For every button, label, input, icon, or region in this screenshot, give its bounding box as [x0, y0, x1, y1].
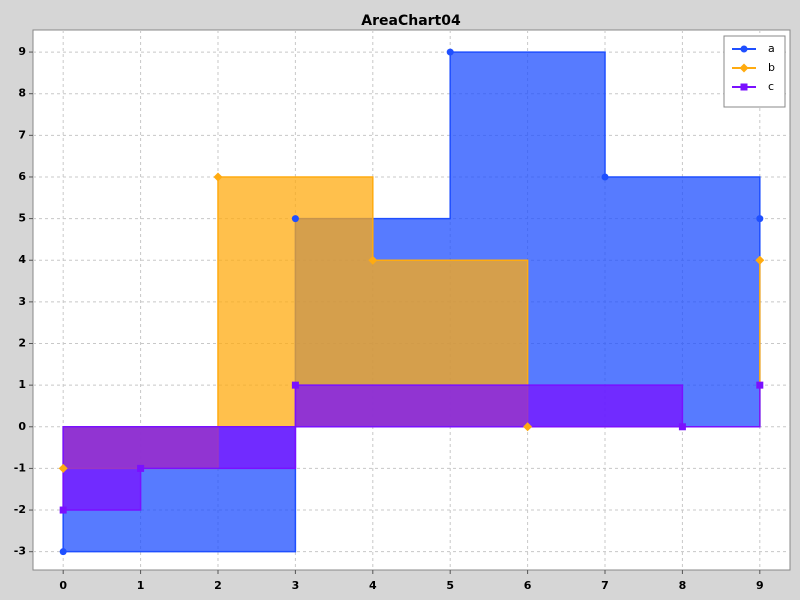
- y-tick-label: 2: [18, 337, 26, 350]
- marker: [59, 548, 67, 556]
- y-tick-label: 8: [18, 87, 26, 100]
- x-tick-label: 0: [59, 579, 67, 592]
- x-tick-label: 3: [292, 579, 300, 592]
- marker: [601, 173, 609, 181]
- x-tick-label: 7: [601, 579, 609, 592]
- y-tick-label: 3: [18, 295, 26, 308]
- marker: [59, 506, 67, 514]
- x-tick-label: 4: [369, 579, 377, 592]
- legend-label: c: [768, 80, 774, 93]
- legend-label: b: [768, 61, 775, 74]
- x-tick-label: 8: [679, 579, 687, 592]
- y-tick-label: 4: [18, 253, 26, 266]
- y-tick-label: -1: [14, 461, 26, 474]
- x-tick-label: 2: [214, 579, 222, 592]
- y-tick-label: 6: [18, 170, 26, 183]
- marker: [137, 464, 145, 472]
- marker: [446, 48, 454, 56]
- marker: [756, 215, 764, 223]
- legend: [723, 35, 786, 108]
- legend-marker: [740, 45, 748, 53]
- x-tick-label: 5: [446, 579, 454, 592]
- legend-marker: [740, 83, 748, 91]
- y-tick-label: 7: [18, 128, 26, 141]
- x-tick-label: 6: [524, 579, 532, 592]
- marker: [291, 381, 299, 389]
- marker: [368, 255, 378, 265]
- y-tick-label: -3: [14, 545, 26, 558]
- legend-marker: [739, 63, 749, 73]
- y-tick-label: 1: [18, 378, 26, 391]
- marker: [291, 215, 299, 223]
- marker: [213, 172, 223, 182]
- y-tick-label: -2: [14, 503, 26, 516]
- y-tick-label: 0: [18, 420, 26, 433]
- area: [62, 384, 761, 511]
- x-tick-label: 9: [756, 579, 764, 592]
- marker: [58, 463, 68, 473]
- legend-label: a: [768, 42, 775, 55]
- chart-title: AreaChart04: [361, 13, 461, 29]
- marker: [523, 422, 533, 432]
- marker: [678, 423, 686, 431]
- y-tick-label: 9: [18, 45, 26, 58]
- x-tick-label: 1: [137, 579, 145, 592]
- y-tick-label: 5: [18, 212, 26, 225]
- marker: [756, 381, 764, 389]
- marker: [755, 255, 765, 265]
